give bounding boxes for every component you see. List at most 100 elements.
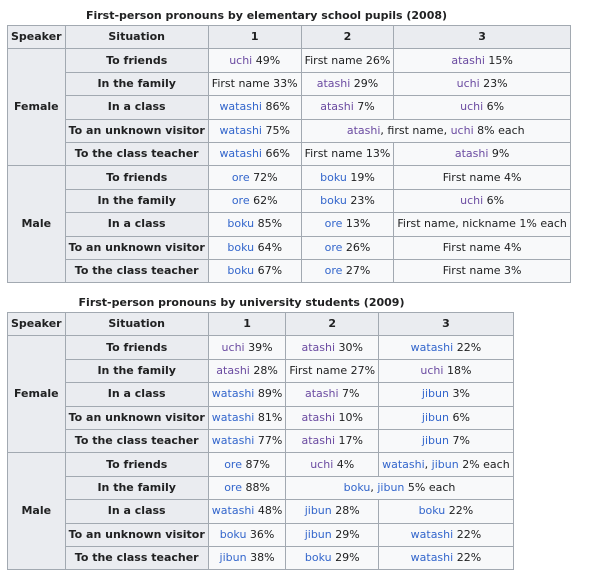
rank-2-cell: atashi 30% bbox=[285, 335, 380, 360]
situation-header: In a class bbox=[64, 212, 209, 237]
pronoun-link[interactable]: atashi bbox=[451, 53, 485, 67]
pronoun-link[interactable]: watashi bbox=[219, 147, 262, 161]
pronoun-link[interactable]: boku bbox=[320, 193, 347, 207]
header-row: Speaker Situation 1 2 3 bbox=[7, 311, 514, 337]
pronoun-link[interactable]: watashi bbox=[410, 527, 454, 541]
percentage-text: 6% bbox=[483, 100, 505, 114]
pronoun-link[interactable]: boku bbox=[227, 217, 255, 231]
pronoun-link[interactable]: atashi bbox=[304, 387, 339, 401]
table-row: In a class watashi 48% jibun 28% boku 22% bbox=[8, 499, 514, 524]
pronoun-link[interactable]: atashi bbox=[301, 434, 336, 448]
situation-header: To the class teacher bbox=[64, 545, 209, 571]
pronoun-text: First name bbox=[289, 363, 348, 377]
pronoun-link[interactable]: boku bbox=[320, 170, 347, 184]
rank-2-cell: uchi 4% bbox=[285, 452, 380, 477]
rank-1-cell: watashi 89% bbox=[207, 382, 287, 407]
pronoun-link[interactable]: watashi bbox=[219, 100, 262, 114]
pronoun-link[interactable]: watashi bbox=[211, 434, 255, 448]
table-row: Female To friends uchi 39% atashi 30% watash… bbox=[7, 335, 514, 454]
rank-2-cell: First name 13% bbox=[300, 141, 395, 167]
percentage-text: 6% bbox=[448, 410, 470, 424]
pronoun-link[interactable]: watashi bbox=[211, 387, 255, 401]
pronoun-link[interactable]: atashi bbox=[316, 76, 351, 90]
pronoun-link[interactable]: uchi bbox=[229, 53, 253, 67]
percentage-text: 67% bbox=[254, 264, 283, 278]
rank-1-cell: boku 64% bbox=[207, 235, 302, 260]
pronoun-link[interactable]: jibun bbox=[304, 504, 332, 518]
percentage-text: 7% bbox=[353, 100, 375, 114]
percentage-text: 22% bbox=[453, 551, 482, 565]
pronoun-link[interactable]: atashi bbox=[301, 340, 336, 354]
percentage-text: 39% bbox=[244, 340, 273, 354]
percentage-text: 28% bbox=[249, 363, 278, 377]
pronoun-link[interactable]: jibun bbox=[377, 480, 405, 494]
pronoun-link[interactable]: boku bbox=[219, 527, 247, 541]
pronoun-link[interactable]: uchi bbox=[420, 363, 444, 377]
percentage-text: 18% bbox=[443, 363, 472, 377]
situation-header: To the class teacher bbox=[64, 428, 209, 454]
pronoun-link[interactable]: ore bbox=[224, 480, 242, 494]
speaker-header: Female bbox=[7, 48, 66, 167]
pronoun-link[interactable]: jibun bbox=[304, 527, 332, 541]
pronoun-link[interactable]: boku bbox=[227, 264, 255, 278]
pronoun-link[interactable]: uchi bbox=[460, 100, 484, 114]
pronoun-link[interactable]: boku bbox=[304, 551, 332, 565]
speaker-header: Female bbox=[7, 335, 66, 454]
table-row: In the family ore 62% boku 23% uchi 6% bbox=[8, 188, 571, 214]
pronoun-link[interactable]: uchi bbox=[450, 123, 474, 137]
rank-2-cell: atashi 29% bbox=[300, 71, 395, 97]
rank-2-cell: atashi 17% bbox=[285, 428, 380, 454]
pronoun-link[interactable]: watashi bbox=[211, 410, 255, 424]
situation-header: In a class bbox=[64, 499, 209, 524]
pronoun-link[interactable]: watashi bbox=[211, 504, 255, 518]
pronoun-link[interactable]: boku bbox=[418, 504, 446, 518]
pronoun-link[interactable]: ore bbox=[324, 240, 343, 254]
pronoun-link[interactable]: ore bbox=[324, 264, 343, 278]
pronoun-link[interactable]: ore bbox=[231, 170, 250, 184]
pronoun-link[interactable]: uchi bbox=[456, 76, 480, 90]
percentage-text: 62% bbox=[249, 193, 278, 207]
rank-1-cell: watashi 66% bbox=[207, 141, 302, 167]
pronoun-link[interactable]: watashi bbox=[219, 123, 262, 137]
pronoun-link[interactable]: uchi bbox=[460, 193, 484, 207]
header-row: Speaker Situation 1 2 3 bbox=[7, 24, 571, 50]
pronoun-link[interactable]: jibun bbox=[421, 410, 449, 424]
percentage-text: 15% bbox=[484, 53, 513, 67]
pronoun-text: First name bbox=[442, 264, 501, 278]
pronoun-link[interactable]: atashi bbox=[454, 147, 489, 161]
percentage-text: 23% bbox=[479, 76, 508, 90]
pronoun-link[interactable]: uchi bbox=[221, 340, 245, 354]
pronoun-link[interactable]: uchi bbox=[310, 457, 334, 471]
rank-1-cell: First name 33% bbox=[207, 71, 302, 97]
column-header: 1 bbox=[207, 24, 302, 50]
table-row: In a class watashi 89% atashi 7% jibun 3% bbox=[8, 382, 514, 407]
separator-text: , bbox=[424, 457, 432, 471]
speaker-header: Male bbox=[7, 452, 66, 571]
pronoun-link[interactable]: watashi bbox=[382, 457, 425, 471]
pronoun-link[interactable]: atashi bbox=[320, 100, 354, 114]
pronoun-link[interactable]: jibun bbox=[431, 457, 459, 471]
table2-caption: First-person pronouns by university stud… bbox=[78, 296, 405, 309]
pronoun-link[interactable]: watashi bbox=[410, 340, 454, 354]
pronoun-link[interactable]: boku bbox=[343, 480, 371, 494]
pronoun-link[interactable]: atashi bbox=[301, 410, 336, 424]
column-header: 2 bbox=[300, 24, 395, 50]
pronoun-link[interactable]: ore bbox=[231, 193, 250, 207]
pronoun-text: First name bbox=[442, 170, 501, 184]
pronoun-link[interactable]: jibun bbox=[219, 551, 247, 565]
situation-header: To the class teacher bbox=[64, 141, 209, 167]
column-header: Situation bbox=[64, 311, 209, 337]
percentage-text: 29% bbox=[350, 76, 379, 90]
pronoun-link[interactable]: ore bbox=[224, 457, 242, 471]
pronoun-link[interactable]: ore bbox=[324, 217, 343, 231]
pronoun-link[interactable]: boku bbox=[227, 240, 255, 254]
pronoun-link[interactable]: atashi bbox=[216, 363, 250, 377]
pronoun-link[interactable]: jibun bbox=[421, 434, 449, 448]
pronoun-link[interactable]: watashi bbox=[410, 551, 454, 565]
table1-caption: First-person pronouns by elementary scho… bbox=[85, 9, 448, 22]
table-row: To the class teacher boku 67% ore 27% First… bbox=[8, 258, 571, 284]
percentage-text: 33% bbox=[269, 76, 298, 90]
percentage-text: 75% bbox=[262, 123, 290, 137]
pronoun-link[interactable]: atashi bbox=[346, 123, 381, 137]
pronoun-link[interactable]: jibun bbox=[421, 387, 449, 401]
